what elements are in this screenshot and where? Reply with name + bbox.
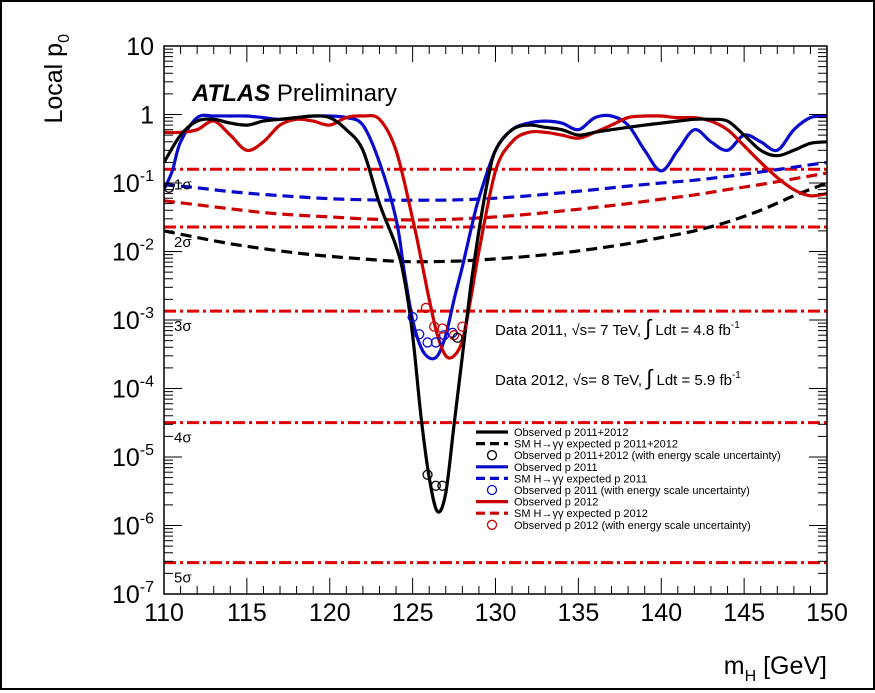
legend-label-8: SM H→γγ expected p 2012 <box>514 508 648 520</box>
legend-swatch-9 <box>486 519 498 530</box>
xtick-label: 150 <box>806 599 848 627</box>
ytick-label: 10-5 <box>112 442 154 472</box>
ytick-label: 10-7 <box>112 579 154 609</box>
xtick-label: 145 <box>723 599 765 627</box>
ytick-label: 10 <box>126 33 154 61</box>
legend-swatch-6 <box>486 484 498 496</box>
legend-swatch-3 <box>486 450 498 461</box>
legend-label-2: SM H→γγ expected p 2011+2012 <box>514 439 678 451</box>
marker-4-2 <box>452 332 463 343</box>
series-line-1 <box>164 114 827 514</box>
atlas-watermark: ATLAS Preliminary <box>191 80 397 107</box>
ytick-label: 10-3 <box>112 305 154 335</box>
series-line-6 <box>164 171 827 222</box>
marker-1-2 <box>430 480 441 491</box>
xtick-label: 140 <box>640 599 682 627</box>
x-axis-title: mH [GeV] <box>724 652 827 685</box>
legend-label-6: Observed p 2011 (with energy scale uncer… <box>514 485 750 497</box>
marker-2-4 <box>430 337 441 348</box>
y-axis-title: Local p0 <box>40 34 73 124</box>
sigma-label-5: 5σ <box>174 570 192 587</box>
ytick-label: 10-6 <box>112 511 154 541</box>
xtick-label: 135 <box>558 599 600 627</box>
ytick-label: 10-1 <box>112 168 154 198</box>
sigma-label-1: 1σ <box>174 176 192 193</box>
xtick-label: 110 <box>144 599 184 627</box>
xtick-label: 125 <box>392 599 434 627</box>
marker-2-2 <box>414 329 425 340</box>
legend-label-7: Observed p 2012 <box>514 497 598 509</box>
marker-3-1 <box>420 302 432 314</box>
ytick-label: 10-4 <box>112 374 154 404</box>
xtick-label: 120 <box>309 599 351 627</box>
marker-3-4 <box>448 330 460 341</box>
sigma-label-3: 3σ <box>174 318 192 335</box>
sigma-label-4: 4σ <box>174 430 192 447</box>
ytick-label: 1 <box>140 102 154 130</box>
xtick-label: 130 <box>475 599 517 627</box>
legend-label-5: SM H→γγ expected p 2011 <box>514 473 647 485</box>
marker-2-1 <box>407 312 418 323</box>
marker-2-3 <box>422 337 433 348</box>
xtick-label: 115 <box>227 599 267 627</box>
marker-1-3 <box>437 480 448 491</box>
legend-label-4: Observed p 2011 <box>514 462 598 474</box>
legend-label-1: Observed p 2011+2012 <box>514 427 628 439</box>
luminosity-annotation-2: Data 2012, √s= 8 TeV, ∫ Ldt = 5.9 fb-1 <box>495 365 741 390</box>
marker-3-3 <box>437 323 448 334</box>
marker-3-5 <box>457 321 468 332</box>
marker-1-1 <box>422 469 433 480</box>
legend-label-3: Observed p 2011+2012 (with energy scale … <box>514 450 781 462</box>
luminosity-annotation-1: Data 2011, √s= 7 TeV, ∫ Ldt = 4.8 fb-1 <box>495 315 740 340</box>
ytick-label: 10-2 <box>112 237 154 267</box>
series-line-4 <box>164 160 827 202</box>
series-line-2 <box>164 181 827 264</box>
legend-label-9: Observed p 2012 (with energy scale uncer… <box>514 520 751 532</box>
sigma-label-2: 2σ <box>174 234 192 251</box>
